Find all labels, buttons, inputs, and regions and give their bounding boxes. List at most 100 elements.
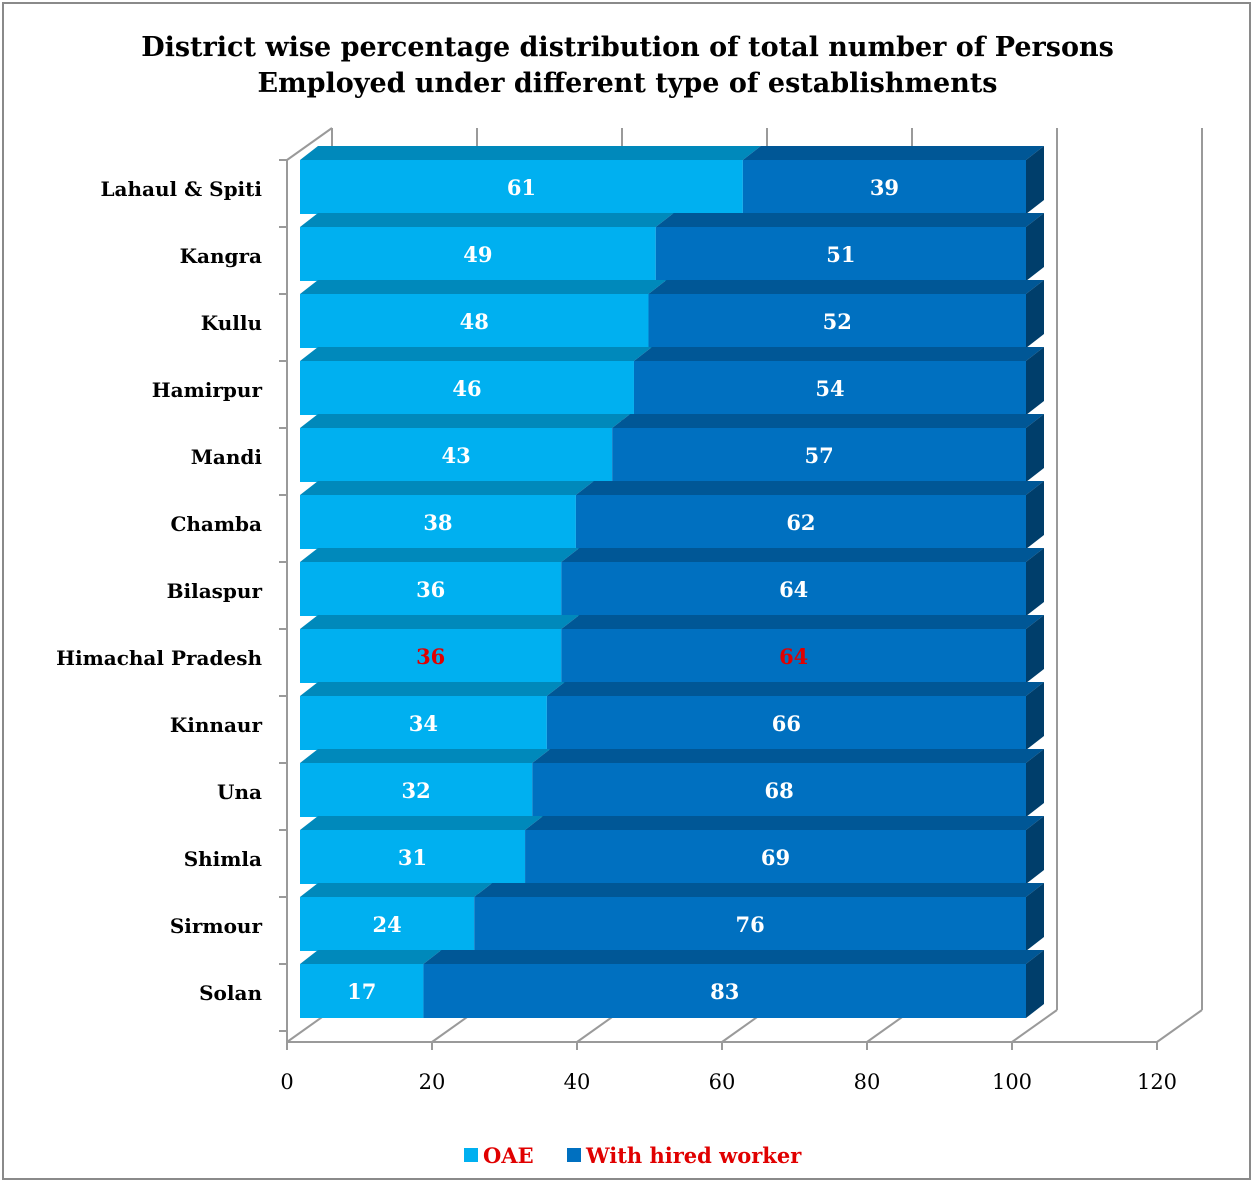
data-label-with-hired-worker-shimla: 69 (761, 845, 790, 870)
data-label-with-hired-worker-lahaul-spiti: 39 (870, 175, 899, 200)
category-label-solan: Solan (199, 981, 262, 1005)
category-label-chamba: Chamba (170, 512, 262, 536)
bar-with-hired-worker-kullu (648, 294, 1026, 348)
bar-oae-lahaul-spiti (300, 160, 743, 214)
data-label-with-hired-worker-bilaspur: 64 (779, 577, 808, 602)
data-label-oae-chamba: 38 (423, 510, 452, 535)
data-label-oae-bilaspur: 36 (416, 577, 445, 602)
data-label-with-hired-worker-hamirpur: 54 (815, 376, 844, 401)
floor-gridline (1011, 1009, 1058, 1043)
bar-oae-kinnaur (300, 696, 547, 750)
bar-top-oae-solan (300, 950, 442, 964)
category-label-himachal-pradesh: Himachal Pradesh (56, 646, 262, 670)
category-label-shimla: Shimla (184, 847, 262, 871)
bar-top-with-hired-worker-bilaspur (561, 548, 1044, 562)
data-label-with-hired-worker-chamba: 62 (786, 510, 815, 535)
data-label-oae-kullu: 48 (460, 309, 489, 334)
bar-side-kullu (1026, 280, 1044, 348)
data-label-oae-kangra: 49 (463, 242, 492, 267)
bar-with-hired-worker-bilaspur (561, 562, 1026, 616)
legend-swatch-oae (464, 1148, 478, 1162)
data-label-oae-lahaul-spiti: 61 (507, 175, 536, 200)
bar-top-with-hired-worker-kinnaur (546, 682, 1044, 696)
bar-with-hired-worker-kangra (655, 227, 1026, 281)
x-tick-label: 100 (992, 1070, 1032, 1094)
bar-top-with-hired-worker-solan (423, 950, 1044, 964)
bar-oae-sirmour (300, 897, 475, 951)
category-label-mandi: Mandi (191, 445, 263, 469)
bar-oae-hamirpur (300, 361, 634, 415)
bar-oae-kangra (300, 227, 656, 281)
bar-top-oae-chamba (300, 481, 594, 495)
data-label-oae-kinnaur: 34 (409, 711, 438, 736)
data-label-oae-himachal-pradesh: 36 (416, 644, 445, 669)
bar-top-oae-bilaspur (300, 548, 580, 562)
bar-top-oae-mandi (300, 414, 631, 428)
legend-swatch-with-hired-worker (567, 1148, 581, 1162)
data-label-with-hired-worker-himachal-pradesh: 64 (779, 644, 808, 669)
left-wall-top-edge (286, 127, 333, 161)
floor-gridline (1156, 1009, 1203, 1043)
bar-top-oae-kinnaur (300, 682, 565, 696)
bar-with-hired-worker-mandi (612, 428, 1026, 482)
bar-with-hired-worker-solan (423, 964, 1026, 1018)
bar-top-with-hired-worker-lahaul-spiti (742, 146, 1044, 160)
bars-group: 61 39 49 51 48 52 46 54 43 57 38 62 36 64 36 64 34 66 32 68… (300, 146, 1044, 1018)
category-label-una: Una (217, 780, 262, 804)
bar-top-oae-kullu (300, 280, 667, 294)
data-label-oae-mandi: 43 (441, 443, 470, 468)
x-tick-label: 120 (1137, 1070, 1177, 1094)
category-label-sirmour: Sirmour (170, 914, 263, 938)
category-label-bilaspur: Bilaspur (167, 579, 263, 603)
bar-top-with-hired-worker-una (532, 749, 1044, 763)
bar-top-with-hired-worker-shimla (525, 816, 1044, 830)
chart-title-line-1: District wise percentage distribution of… (141, 32, 1114, 63)
data-label-with-hired-worker-kangra: 51 (826, 242, 855, 267)
bar-top-with-hired-worker-kullu (648, 280, 1044, 294)
bar-side-lahaul-spiti (1026, 146, 1044, 214)
chart-title: District wise percentage distribution of… (0, 30, 1255, 102)
data-label-oae-hamirpur: 46 (452, 376, 481, 401)
category-label-hamirpur: Hamirpur (152, 378, 263, 402)
bar-side-mandi (1026, 414, 1044, 482)
bar-oae-kullu (300, 294, 649, 348)
bar-top-oae-sirmour (300, 883, 493, 897)
bar-with-hired-worker-hamirpur (633, 361, 1026, 415)
chart-title-line-2: Employed under different type of establi… (257, 68, 998, 99)
bar-with-hired-worker-chamba (575, 495, 1026, 549)
bar-oae-mandi (300, 428, 613, 482)
bar-top-with-hired-worker-sirmour (474, 883, 1044, 897)
bar-side-chamba (1026, 481, 1044, 549)
bar-side-shimla (1026, 816, 1044, 884)
bar-side-himachal-pradesh (1026, 615, 1044, 683)
bar-side-una (1026, 749, 1044, 817)
bar-oae-chamba (300, 495, 576, 549)
category-label-kullu: Kullu (201, 311, 262, 335)
data-label-oae-shimla: 31 (398, 845, 427, 870)
bar-with-hired-worker-lahaul-spiti (742, 160, 1026, 214)
bar-with-hired-worker-himachal-pradesh (561, 629, 1026, 683)
x-tick-label: 80 (854, 1070, 881, 1094)
bar-top-with-hired-worker-himachal-pradesh (561, 615, 1044, 629)
tick-labels-group: 0 20 40 60 80 100 120 (280, 1070, 1177, 1094)
category-label-kangra: Kangra (180, 244, 262, 268)
data-label-with-hired-worker-una: 68 (765, 778, 794, 803)
x-tick-label: 40 (564, 1070, 591, 1094)
bar-top-with-hired-worker-hamirpur (633, 347, 1044, 361)
bar-top-with-hired-worker-chamba (575, 481, 1044, 495)
bar-top-oae-himachal-pradesh (300, 615, 580, 629)
bar-oae-himachal-pradesh (300, 629, 562, 683)
bar-side-kangra (1026, 213, 1044, 281)
bar-top-oae-hamirpur (300, 347, 652, 361)
bar-oae-solan (300, 964, 424, 1018)
category-label-lahaul-spiti: Lahaul & Spiti (100, 177, 262, 201)
bar-with-hired-worker-kinnaur (546, 696, 1026, 750)
category-labels-group: Lahaul & Spiti Kangra Kullu Hamirpur Mandi Ch… (56, 177, 262, 1005)
x-tick-label: 0 (280, 1070, 293, 1094)
legend: OAE With hired worker (464, 1143, 802, 1168)
bar-side-solan (1026, 950, 1044, 1018)
data-label-oae-una: 32 (402, 778, 431, 803)
data-label-with-hired-worker-solan: 83 (710, 979, 739, 1004)
data-label-with-hired-worker-kinnaur: 66 (772, 711, 801, 736)
